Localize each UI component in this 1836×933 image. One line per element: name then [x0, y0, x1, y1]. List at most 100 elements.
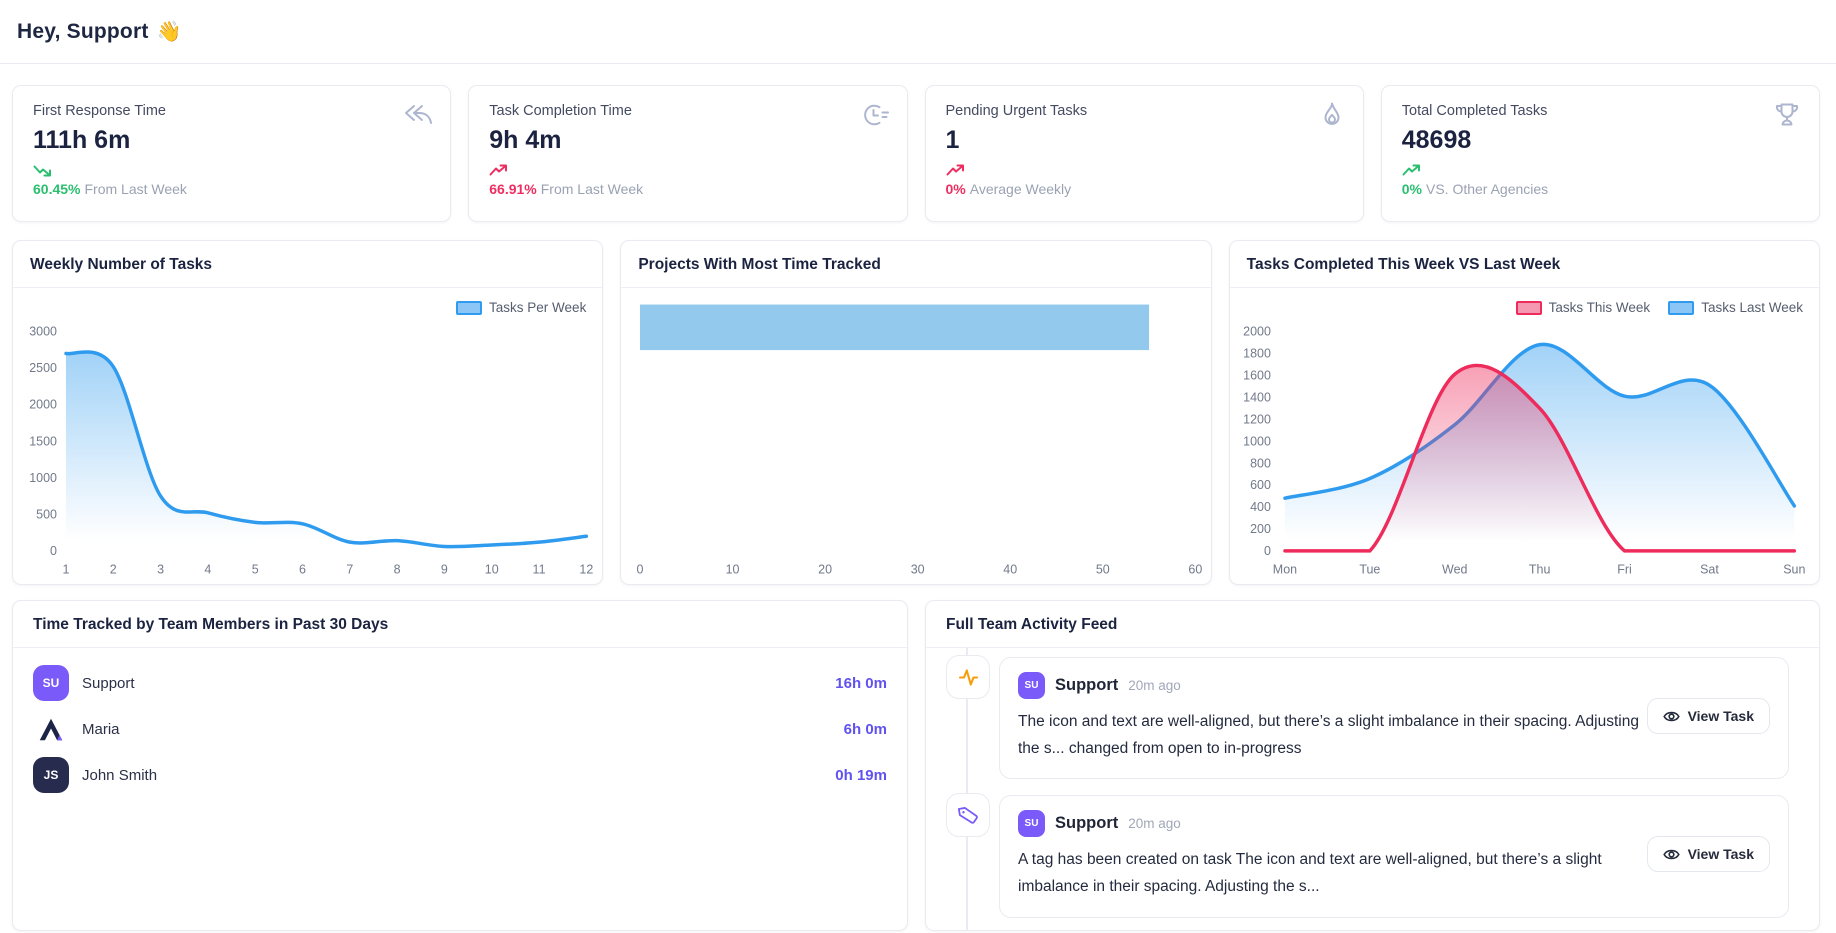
eye-icon — [1662, 848, 1680, 861]
stat-value: 111h 6m — [33, 126, 131, 154]
week-comparison-chart[interactable]: 2000 1800 1600 1400 1200 1000 800 600 400 200 0 Mon… — [1230, 288, 1819, 584]
feed-item-box: SU Support 20m ago A tag has been create… — [999, 795, 1789, 918]
svg-text:200: 200 — [1250, 521, 1271, 536]
svg-text:1000: 1000 — [1243, 433, 1271, 448]
svg-text:60: 60 — [1189, 561, 1203, 576]
svg-text:Sat: Sat — [1700, 561, 1719, 576]
chart-title: Projects With Most Time Tracked — [621, 241, 1211, 288]
clock-speed-icon — [859, 100, 891, 135]
chart-legend: Tasks This Week Tasks Last Week — [1515, 300, 1803, 315]
svg-text:Sun: Sun — [1783, 561, 1805, 576]
chart-card-projects-time-tracked: Projects With Most Time Tracked 0 10 20 30 4… — [620, 240, 1212, 585]
stat-label: First Response Time — [33, 103, 166, 119]
eye-icon — [1662, 710, 1680, 723]
svg-text:400: 400 — [1250, 499, 1271, 514]
activity-feed-card: Full Team Activity Feed SU Support 20m a… — [925, 600, 1820, 931]
svg-text:10: 10 — [485, 561, 499, 576]
svg-text:2: 2 — [110, 561, 117, 576]
stat-card-total-completed-tasks: Total Completed Tasks 48698 0% VS. Other … — [1380, 85, 1820, 222]
chart-card-weekly-tasks: Weekly Number of Tasks 3000 2500 2000 1500 1… — [12, 240, 604, 585]
feed-text: The icon and text are well-aligned, but … — [1018, 713, 1639, 758]
chart-legend: Tasks Per Week — [456, 300, 586, 315]
legend-item-tasks-this-week: Tasks This Week — [1515, 300, 1650, 315]
feed-body: SU Support 20m ago The icon and text are… — [926, 648, 1819, 930]
svg-text:1500: 1500 — [29, 433, 57, 448]
svg-text:3000: 3000 — [29, 323, 57, 338]
view-task-button[interactable]: View Task — [1646, 698, 1770, 734]
stat-label: Pending Urgent Tasks — [945, 103, 1088, 119]
page-title: Hey, Support 👋 — [17, 20, 182, 43]
tag-icon — [946, 793, 990, 838]
trend-up-icon — [946, 164, 1343, 177]
feed-item-box: SU Support 20m ago The icon and text are… — [999, 657, 1789, 780]
avatar-support: SU — [1018, 810, 1045, 838]
feed-item: SU Support 20m ago The icon and text are… — [946, 655, 1789, 780]
svg-text:500: 500 — [36, 506, 57, 521]
team-card-title: Time Tracked by Team Members in Past 30 … — [13, 601, 907, 648]
trend-up-icon — [1402, 164, 1799, 177]
bottom-row: Time Tracked by Team Members in Past 30 … — [12, 600, 1820, 931]
avatar-john-smith: JS — [33, 757, 69, 793]
svg-text:40: 40 — [1004, 561, 1018, 576]
wave-emoji: 👋 — [156, 21, 182, 43]
feed-text: A tag has been created on task The icon … — [1018, 851, 1602, 896]
svg-text:1800: 1800 — [1243, 345, 1271, 360]
avatar-maria — [33, 711, 69, 747]
weekly-tasks-chart[interactable]: 3000 2500 2000 1500 1000 500 0 1 2 3 4 5 6 7 8 9 10 11 12 … — [13, 288, 602, 584]
svg-text:30: 30 — [911, 561, 925, 576]
stats-row: First Response Time 111h 6m 60.45% From L… — [12, 85, 1820, 222]
feed-author: Support — [1055, 676, 1119, 694]
stat-footnote: 60.45% From Last Week — [33, 181, 187, 197]
timeline-line — [966, 648, 968, 930]
svg-text:2000: 2000 — [1243, 323, 1271, 338]
svg-text:1: 1 — [62, 561, 69, 576]
feed-timestamp: 20m ago — [1128, 678, 1181, 693]
svg-text:Tue: Tue — [1359, 561, 1380, 576]
view-task-button[interactable]: View Task — [1646, 836, 1770, 873]
stat-card-pending-urgent-tasks: Pending Urgent Tasks 1 0% Average Weekly — [924, 85, 1364, 222]
trend-down-icon — [33, 164, 430, 177]
svg-text:0: 0 — [637, 561, 644, 576]
feed-item-header: SU Support 20m ago — [1018, 672, 1770, 699]
svg-text:Wed: Wed — [1442, 561, 1467, 576]
svg-text:12: 12 — [579, 561, 593, 576]
svg-text:8: 8 — [394, 561, 401, 576]
projects-time-chart[interactable]: 0 10 20 30 40 50 60 — [621, 288, 1210, 584]
svg-text:10: 10 — [726, 561, 740, 576]
svg-text:7: 7 — [346, 561, 353, 576]
feed-author: Support — [1055, 814, 1119, 833]
svg-text:2000: 2000 — [29, 397, 57, 412]
svg-text:Fri: Fri — [1617, 561, 1632, 576]
legend-item-tasks-last-week: Tasks Last Week — [1668, 300, 1803, 315]
stat-card-first-response-time: First Response Time 111h 6m 60.45% From L… — [12, 85, 452, 222]
svg-text:Mon: Mon — [1272, 561, 1296, 576]
flame-icon — [1317, 100, 1347, 135]
svg-text:1400: 1400 — [1243, 389, 1271, 404]
svg-text:50: 50 — [1096, 561, 1110, 576]
charts-row: Weekly Number of Tasks 3000 2500 2000 1500 1… — [12, 240, 1820, 585]
team-member-name: John Smith — [82, 766, 158, 784]
legend-item-tasks-per-week: Tasks Per Week — [456, 300, 586, 315]
feed-item: SU Support 20m ago A tag has been create… — [946, 793, 1789, 918]
legend-swatch — [1515, 300, 1542, 315]
svg-text:0: 0 — [1264, 543, 1271, 558]
chart-title: Weekly Number of Tasks — [13, 241, 603, 288]
svg-text:1000: 1000 — [29, 470, 57, 485]
avatar-support: SU — [1018, 672, 1045, 699]
svg-text:Thu: Thu — [1529, 561, 1550, 576]
reply-all-icon — [402, 100, 434, 135]
feed-timestamp: 20m ago — [1128, 816, 1181, 832]
stat-value: 9h 4m — [489, 126, 562, 154]
page-header: Hey, Support 👋 — [0, 0, 1836, 64]
stat-card-task-completion-time: Task Completion Time 9h 4m 66.91% From La… — [468, 85, 908, 222]
legend-swatch — [1668, 300, 1695, 315]
team-row-maria[interactable]: Maria 6h 0m — [33, 706, 887, 752]
svg-text:4: 4 — [204, 561, 211, 576]
svg-text:5: 5 — [252, 561, 259, 576]
svg-text:11: 11 — [533, 561, 546, 576]
svg-text:600: 600 — [1250, 477, 1271, 492]
svg-text:1600: 1600 — [1243, 367, 1271, 382]
team-row-john-smith[interactable]: JS John Smith 0h 19m — [33, 752, 887, 798]
team-row-support[interactable]: SU Support 16h 0m — [33, 660, 887, 706]
activity-pulse-icon — [946, 655, 990, 699]
